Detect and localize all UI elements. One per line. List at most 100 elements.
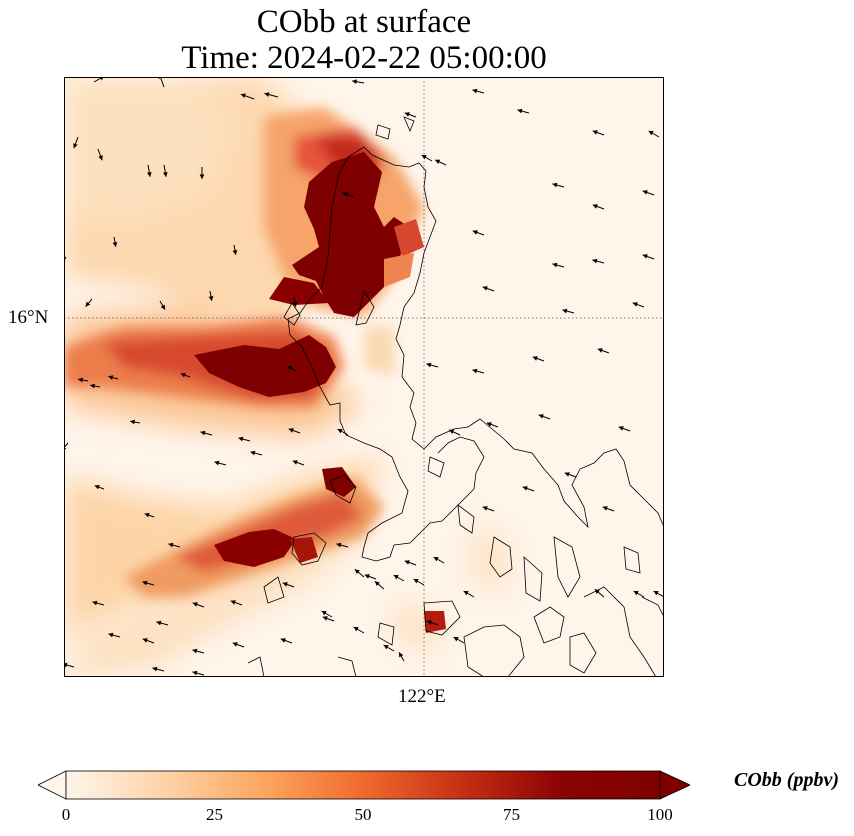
wind-arrow-head (404, 112, 410, 117)
wind-arrow-head (354, 569, 360, 575)
wind-arrow-head (144, 512, 150, 518)
wind-arrow-head (192, 670, 198, 676)
wind-vector-field (64, 77, 664, 676)
concentration-core-central (194, 335, 336, 397)
wind-arrow-head (142, 638, 148, 643)
wind-arrow-head (482, 506, 488, 511)
wind-arrow-head (463, 591, 469, 596)
wind-arrow-head (353, 627, 359, 632)
wind-arrow-head (152, 666, 158, 672)
wind-arrow-head (250, 450, 256, 456)
longitude-tick-label: 122°E (398, 686, 446, 707)
wind-arrow-head (426, 362, 432, 368)
wind-arrow-head (632, 302, 638, 307)
wind-arrow-head (98, 155, 103, 161)
wind-arrow-head (486, 422, 492, 427)
wind-arrow-head (322, 616, 328, 621)
wind-arrow-head (364, 574, 370, 579)
wind-arrow-head (592, 204, 598, 209)
wind-arrow-shaft (64, 256, 67, 262)
wind-arrow-head (642, 254, 648, 259)
wind-arrow-head (594, 589, 600, 595)
wind-arrow-head (562, 308, 568, 314)
colorbar-body (65, 770, 661, 800)
concentration-core-south (214, 467, 446, 633)
wind-arrow-head (192, 648, 198, 654)
coastlines (247, 116, 664, 677)
colorbar-tick-25: 25 (206, 805, 223, 824)
wind-arrow-head (292, 460, 298, 465)
wind-arrow-head (552, 262, 558, 268)
wind-arrow-head (180, 372, 186, 378)
wind-arrow-head (214, 460, 220, 466)
wind-arrow-head (517, 108, 523, 114)
wind-arrow-head (142, 580, 148, 586)
wind-arrow-head (90, 383, 96, 389)
wind-arrow-head (383, 645, 389, 650)
wind-arrow-head (522, 486, 528, 491)
wind-arrow-head (336, 542, 342, 548)
colorbar-title: CObb (ppbv) (734, 769, 839, 791)
wind-arrow-head (433, 557, 439, 562)
colorbar-min-extension (38, 770, 67, 800)
wind-arrow-head (564, 472, 570, 477)
wind-arrow-head (85, 301, 91, 307)
wind-arrow-head (156, 620, 162, 626)
wind-arrow-head (426, 620, 432, 625)
wind-arrow-shaft (159, 77, 165, 88)
colorbar-tick-50: 50 (354, 805, 372, 824)
colorbar (38, 770, 690, 800)
wind-arrow-head (482, 286, 488, 291)
colorbar-tick-0: 0 (61, 805, 71, 824)
wind-arrow-head (633, 591, 639, 596)
wind-arrow-head (160, 304, 165, 310)
wind-arrow-head (240, 93, 246, 99)
wind-arrow-head (648, 131, 654, 136)
map-title: CObb at surface (256, 4, 472, 40)
latitude-tick-label: 16°N (8, 307, 49, 328)
concentration-core-north (269, 152, 424, 317)
wind-arrow-head (192, 602, 198, 607)
wind-arrow-head (592, 258, 598, 264)
wind-arrow-head (168, 542, 174, 548)
colorbar-max-extension (659, 770, 690, 800)
wind-arrow-head (404, 560, 410, 565)
wind-arrow-head (435, 159, 441, 165)
wind-arrow-head (393, 575, 399, 580)
wind-arrow-head (288, 428, 294, 433)
wind-arrow-head (162, 171, 168, 177)
colorbar-tick-75: 75 (503, 805, 520, 824)
wind-arrow-head (552, 182, 558, 188)
wind-arrow-head (352, 79, 358, 85)
wind-arrow-head (232, 642, 238, 647)
wind-arrow-head (73, 143, 78, 149)
wind-arrow-head (321, 611, 327, 616)
map-subtitle-time: Time: 2024-02-22 05:00:00 (181, 40, 547, 76)
wind-arrow-head (112, 241, 118, 247)
wind-arrow-head (602, 506, 608, 511)
wind-arrow-head (232, 249, 238, 255)
wind-arrow-head (449, 429, 455, 435)
wind-arrow-head (287, 366, 293, 371)
map-canvas (64, 77, 664, 677)
wind-arrow-head (413, 579, 419, 584)
wind-arrow-head (472, 88, 478, 94)
wind-arrow-head (146, 171, 152, 177)
colorbar-tick-100: 100 (647, 805, 673, 824)
wind-arrow-head (78, 377, 84, 383)
wind-arrow-head (597, 348, 603, 353)
wind-arrow-head (282, 582, 288, 587)
wind-arrow-head (292, 301, 298, 307)
wind-arrow-head (230, 600, 236, 605)
wind-arrow-head (199, 174, 205, 179)
wind-arrow-head (374, 581, 380, 587)
wind-arrow-head (92, 600, 98, 606)
wind-arrow-head (200, 430, 206, 436)
map-panel (64, 77, 664, 677)
wind-arrow-head (108, 375, 114, 380)
wind-arrow-head (538, 414, 544, 419)
wind-arrow-head (453, 637, 459, 642)
wind-arrow-head (642, 190, 648, 195)
wind-arrow-head (337, 429, 343, 434)
wind-arrow-head (108, 632, 114, 638)
